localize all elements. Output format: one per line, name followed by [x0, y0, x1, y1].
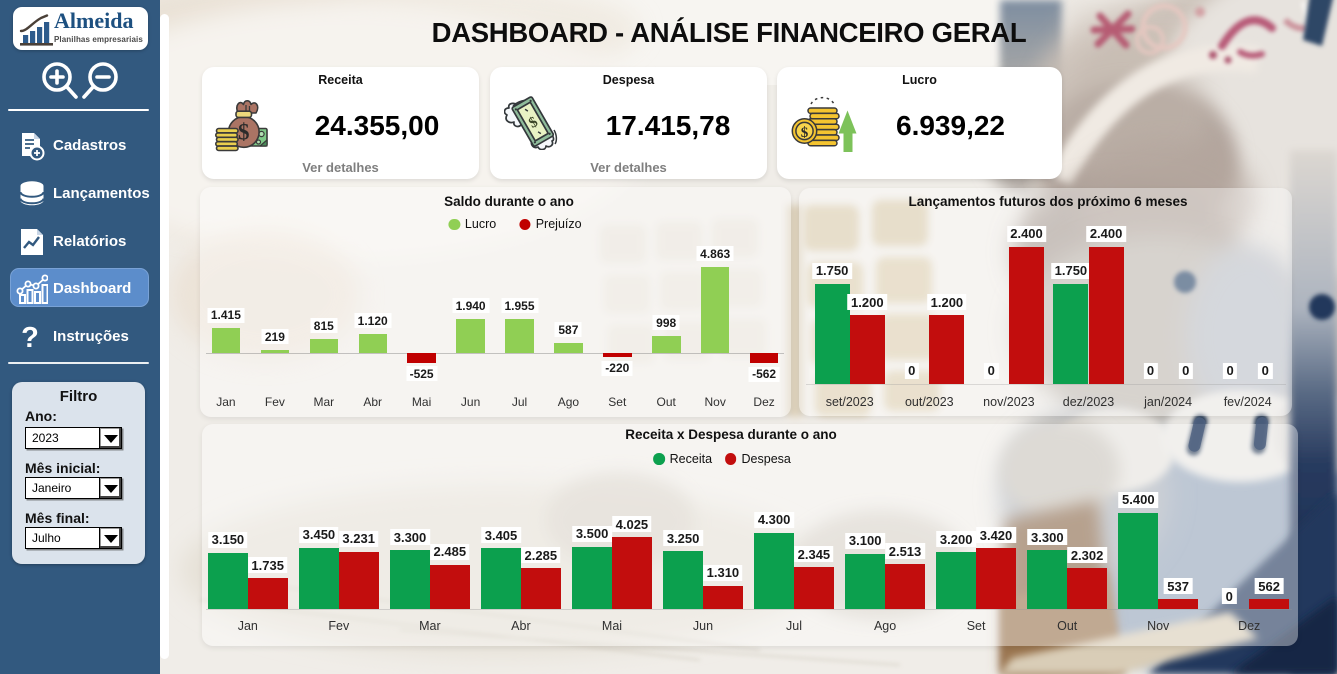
svg-text:$: $	[801, 125, 809, 141]
svg-text:$: $	[238, 120, 250, 145]
svg-text:?: ?	[21, 322, 39, 354]
